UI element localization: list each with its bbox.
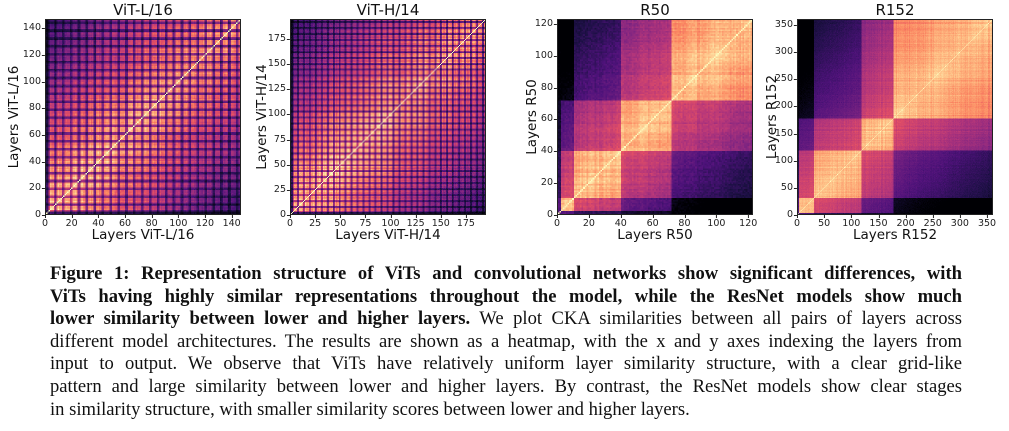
y-tick-label: 125 <box>268 84 291 94</box>
y-tick-label: 20 <box>29 183 46 193</box>
x-tick-label: 0 <box>287 215 293 229</box>
y-tick-label: 40 <box>541 146 558 156</box>
y-tick-label: 60 <box>29 130 46 140</box>
caption-bold: ViTs having highly similar representatio… <box>50 285 962 307</box>
x-tick-label: 100 <box>381 215 400 229</box>
y-tick-label: 350 <box>775 19 798 30</box>
y-tick-label: 20 <box>541 178 558 188</box>
y-axis-label: Layers ViT-L/16 <box>6 65 22 169</box>
x-tick-label: 350 <box>978 215 996 229</box>
x-tick-label: 120 <box>196 215 214 229</box>
y-axis-label: Layers ViT-H/14 <box>254 64 270 170</box>
x-tick-label: 100 <box>169 215 187 229</box>
x-tick-label: 100 <box>842 215 860 229</box>
x-tick-label: 250 <box>924 215 942 229</box>
caption-line: different model architectures. The resul… <box>50 331 962 354</box>
caption-text: We plot CKA similarities between all pai… <box>470 308 962 330</box>
caption-bold: lower similarity between lower and highe… <box>50 308 471 330</box>
caption-line: ViTs having highly similar representatio… <box>50 286 962 309</box>
caption-line: pattern and large similarity between low… <box>50 376 962 399</box>
x-tick-label: 100 <box>707 215 725 229</box>
x-tick-label: 125 <box>407 215 425 229</box>
y-tick-label: 120 <box>23 50 46 60</box>
y-tick-label: 120 <box>535 18 558 29</box>
caption-text: input to output. We observe that ViTs ha… <box>50 353 962 375</box>
caption-line: input to output. We observe that ViTs ha… <box>50 353 962 376</box>
figure-caption: Figure 1: Representation structure of Vi… <box>50 263 962 421</box>
y-tick-label: 100 <box>268 109 291 119</box>
y-tick-label: 175 <box>268 34 291 44</box>
x-tick-label: 25 <box>309 215 321 229</box>
x-tick-label: 300 <box>951 215 969 229</box>
y-tick-label: 100 <box>23 76 46 87</box>
y-tick-label: 80 <box>29 103 46 113</box>
x-axis-label: Layers ViT-L/16 <box>91 227 195 243</box>
caption-bold: Figure 1: Representation structure of Vi… <box>50 263 962 284</box>
y-tick-label: 140 <box>23 23 46 33</box>
x-tick-label: 150 <box>869 215 888 229</box>
x-tick-label: 50 <box>818 215 830 229</box>
x-tick-label: 50 <box>334 215 346 229</box>
x-tick-label: 120 <box>739 215 757 229</box>
x-axis-label: Layers ViT-H/14 <box>335 227 441 243</box>
y-tick-label: 0 <box>280 210 291 220</box>
x-tick-label: 80 <box>146 215 158 229</box>
y-tick-label: 80 <box>541 82 558 93</box>
y-tick-label: 150 <box>775 128 798 139</box>
x-axis-label: Layers R50 <box>617 227 693 243</box>
y-tick-label: 100 <box>775 155 798 166</box>
x-tick-label: 140 <box>223 215 241 229</box>
caption-text: different model architectures. The resul… <box>50 330 962 352</box>
x-tick-label: 0 <box>554 215 560 229</box>
y-tick-label: 50 <box>781 182 798 193</box>
x-tick-label: 0 <box>794 215 800 229</box>
heatmap-r50 <box>557 19 753 215</box>
panel-title: ViT-L/16 <box>113 1 173 19</box>
x-axis-label: Layers R152 <box>852 227 938 243</box>
caption-text: pattern and large similarity between low… <box>50 375 962 397</box>
heatmap-vit-l-16 <box>45 19 241 215</box>
y-tick-label: 0 <box>547 210 558 220</box>
caption-line: lower similarity between lower and highe… <box>50 308 962 331</box>
y-axis-label: Layers R152 <box>764 74 780 160</box>
y-tick-label: 50 <box>274 159 291 170</box>
x-tick-label: 200 <box>897 215 915 229</box>
x-tick-label: 0 <box>42 215 48 229</box>
y-tick-label: 300 <box>775 47 798 57</box>
y-tick-label: 75 <box>274 134 291 145</box>
x-tick-label: 20 <box>66 215 78 229</box>
heatmap-vit-h-14 <box>290 19 486 215</box>
panel-title: R152 <box>875 1 915 19</box>
x-tick-label: 175 <box>457 215 475 229</box>
x-tick-label: 20 <box>583 215 595 229</box>
y-tick-label: 250 <box>775 74 798 84</box>
x-tick-label: 60 <box>119 215 131 229</box>
y-tick-label: 25 <box>274 184 291 195</box>
y-tick-label: 100 <box>535 50 558 61</box>
x-tick-label: 40 <box>92 215 104 229</box>
caption-line: in similarity structure, with smaller si… <box>50 399 962 422</box>
x-tick-label: 150 <box>432 215 450 229</box>
x-tick-label: 80 <box>678 215 691 229</box>
y-tick-label: 0 <box>787 210 798 220</box>
caption-line: Figure 1: Representation structure of Vi… <box>50 263 962 286</box>
caption-text: in similarity structure, with smaller si… <box>50 398 690 420</box>
y-tick-label: 150 <box>268 59 291 69</box>
x-tick-label: 60 <box>647 215 659 229</box>
y-tick-label: 0 <box>35 210 46 220</box>
y-tick-label: 200 <box>775 101 798 111</box>
panel-title: ViT-H/14 <box>356 1 420 19</box>
y-tick-label: 60 <box>541 114 558 124</box>
y-axis-label: Layers R50 <box>524 79 540 155</box>
x-tick-label: 40 <box>615 215 627 229</box>
heatmap-r152 <box>797 19 993 215</box>
panel-title: R50 <box>640 1 670 19</box>
y-tick-label: 40 <box>29 156 46 167</box>
x-tick-label: 75 <box>359 215 371 229</box>
